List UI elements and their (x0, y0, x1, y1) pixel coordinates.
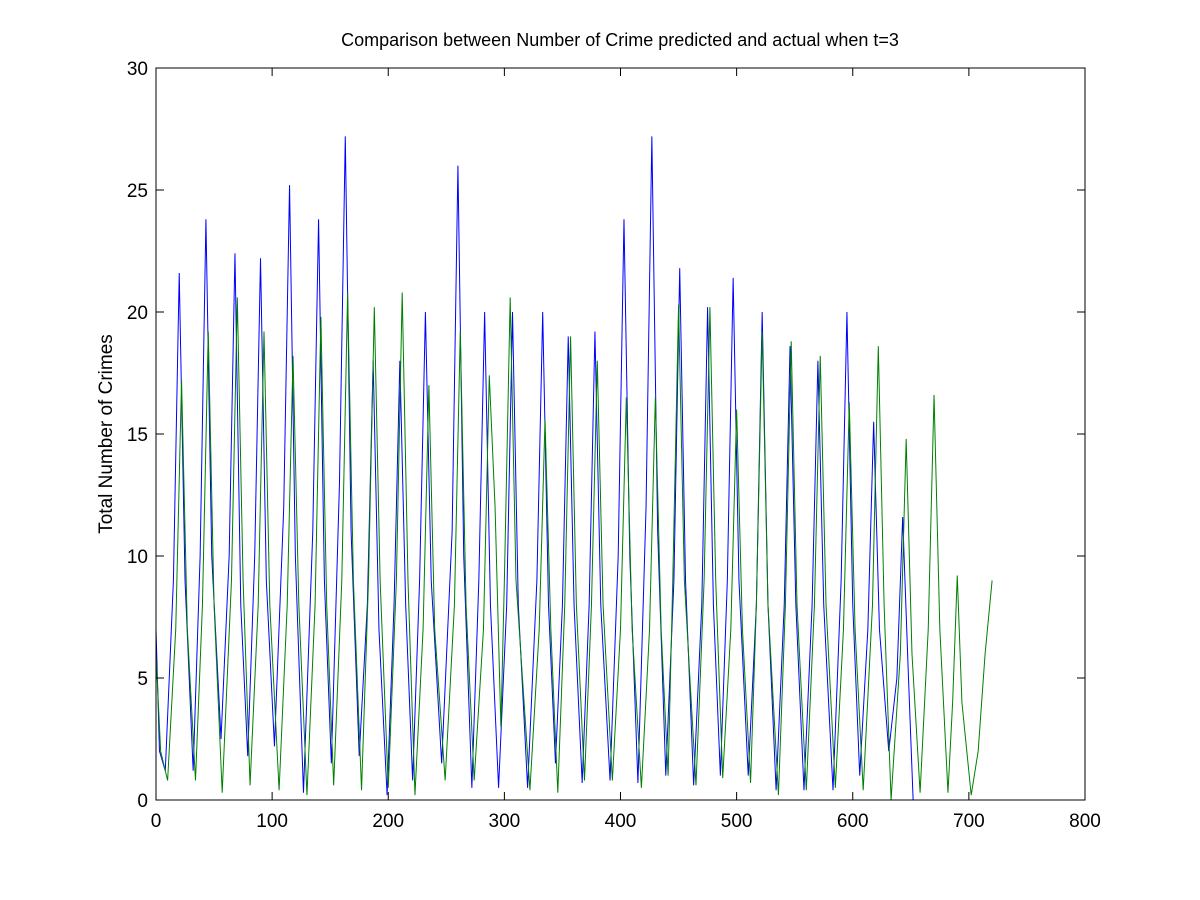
y-tick-label: 5 (137, 669, 148, 690)
x-tick-label: 0 (151, 811, 162, 832)
y-tick-label: 20 (127, 303, 148, 324)
x-tick-label: 600 (837, 811, 869, 832)
x-tick-label: 200 (372, 811, 404, 832)
x-tick-label: 800 (1069, 811, 1101, 832)
x-tick-label: 700 (953, 811, 985, 832)
chart-title: Comparison between Number of Crime predi… (341, 30, 899, 50)
data-line (155, 136, 914, 801)
y-tick-label: 25 (127, 181, 148, 202)
x-tick-label: 100 (256, 811, 288, 832)
x-tick-label: 300 (489, 811, 521, 832)
x-tick-label: 400 (605, 811, 637, 832)
y-tick-label: 10 (127, 547, 148, 568)
y-tick-label: 15 (127, 425, 148, 446)
data-line (155, 292, 993, 801)
x-tick-label: 500 (721, 811, 753, 832)
y-axis-label: Total Number of Crimes (96, 334, 117, 534)
y-tick-label: 30 (127, 59, 148, 80)
y-tick-label: 0 (137, 791, 148, 812)
